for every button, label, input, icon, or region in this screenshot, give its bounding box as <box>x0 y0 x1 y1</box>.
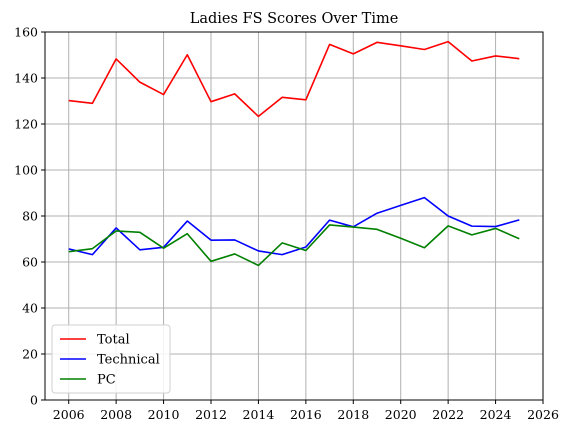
x-tick-label: 2012 <box>195 407 227 422</box>
legend-label: PC <box>97 373 116 388</box>
y-tick-label: 140 <box>14 71 38 86</box>
legend-label: Total <box>97 333 130 348</box>
x-tick-label: 2020 <box>385 407 417 422</box>
y-tick-label: 40 <box>22 301 38 316</box>
x-tick-label: 2008 <box>100 407 132 422</box>
x-tick-label: 2014 <box>243 407 275 422</box>
legend-box <box>51 324 171 394</box>
y-tick-label: 160 <box>14 25 38 40</box>
series-line-total <box>68 40 520 118</box>
legend: Total Technical PC <box>51 324 171 394</box>
x-tick-label: 2016 <box>290 407 322 422</box>
y-tick-label: 100 <box>14 163 38 178</box>
series-line-pc <box>68 224 520 267</box>
x-tick-label: 2026 <box>527 407 559 422</box>
series-layer <box>68 40 520 267</box>
chart-title: Ladies FS Scores Over Time <box>190 11 399 27</box>
x-tick-label: 2018 <box>337 407 369 422</box>
y-tick-label: 60 <box>22 255 38 270</box>
axes: 2006 2008 2010 2012 2014 2016 2018 2020 2022 2024… <box>14 25 559 423</box>
y-tick-label: 120 <box>14 117 38 132</box>
x-tick-label: 2022 <box>432 407 464 422</box>
x-tick-label: 2024 <box>480 407 512 422</box>
x-tick-label: 2006 <box>53 407 85 422</box>
y-tick-label: 80 <box>22 209 38 224</box>
x-tick-label: 2010 <box>148 407 180 422</box>
series-line-technical <box>68 196 520 256</box>
legend-label: Technical <box>97 353 160 368</box>
y-tick-label: 0 <box>30 393 38 408</box>
y-tick-label: 20 <box>22 347 38 362</box>
